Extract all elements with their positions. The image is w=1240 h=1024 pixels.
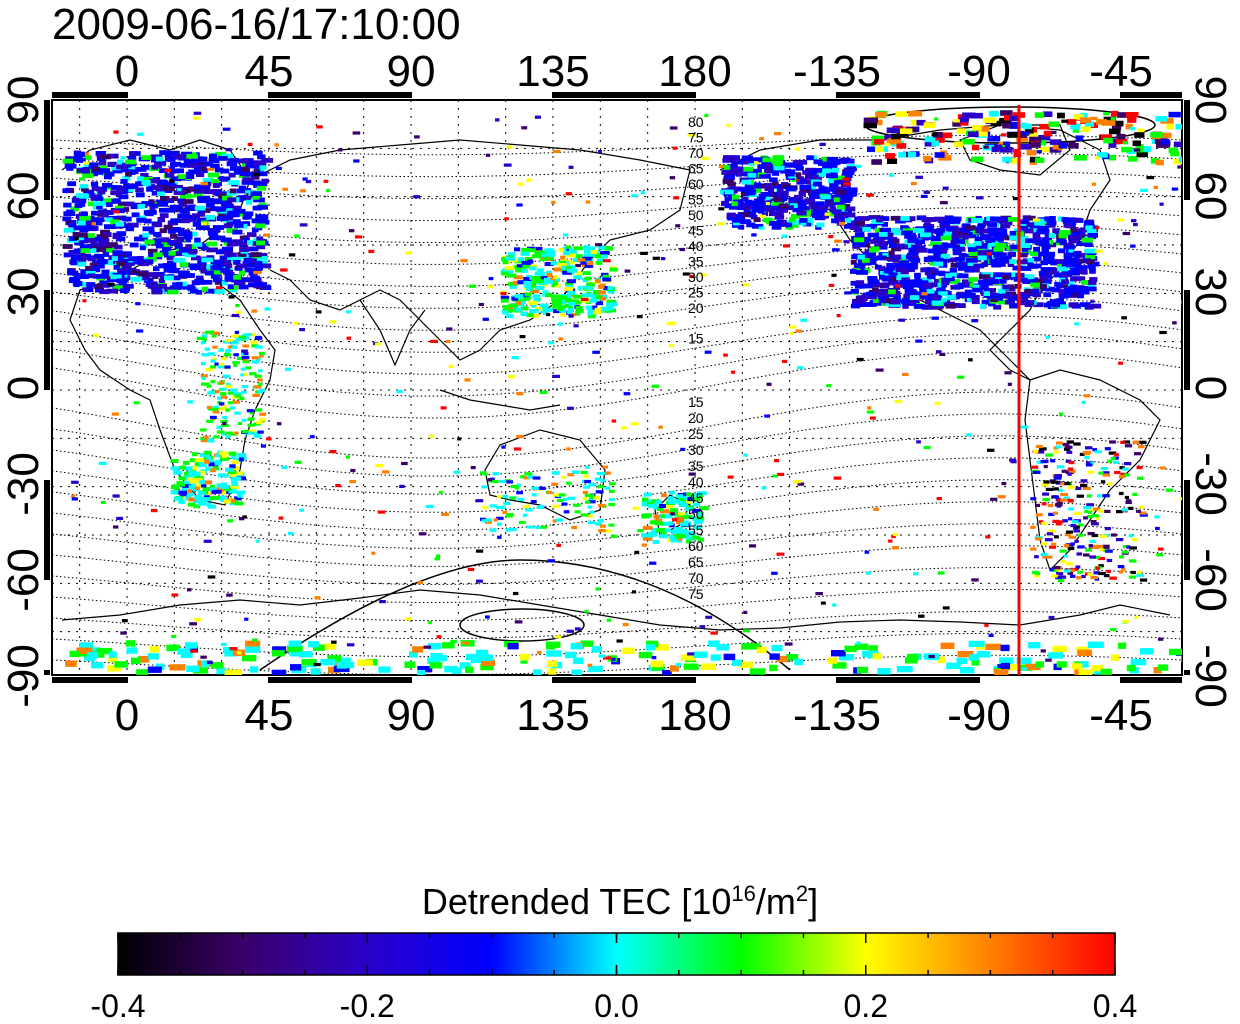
- y-tick-label: 90: [1186, 76, 1235, 125]
- contour-label: 15: [688, 331, 704, 347]
- x-tick-label: 135: [516, 691, 589, 740]
- y-tick-label: -30: [0, 452, 48, 516]
- contour-label: 20: [688, 300, 704, 316]
- contour-label: 30: [688, 269, 704, 285]
- contour-label: 55: [688, 522, 704, 538]
- contour-label: 60: [688, 176, 704, 192]
- y-tick-labels-right: 90 60 30 0 -30 -60 -90: [1186, 76, 1235, 708]
- y-tick-label: 30: [0, 268, 48, 317]
- y-tick-label: -60: [0, 548, 48, 612]
- contour-label: 35: [688, 458, 704, 474]
- x-tick-label: 45: [245, 47, 294, 96]
- colorbar-tick-label: 0.0: [594, 988, 639, 1024]
- y-tick-labels-left: 90 60 30 0 -30 -60 -90: [0, 76, 48, 708]
- x-tick-label: 90: [387, 47, 436, 96]
- x-tick-label: -45: [1089, 47, 1153, 96]
- contour-label: 50: [688, 506, 704, 522]
- contour-label: 20: [688, 410, 704, 426]
- y-tick-label: -90: [1186, 644, 1235, 708]
- x-tick-label: 180: [658, 47, 731, 96]
- contour-label: 55: [688, 192, 704, 208]
- contour-label: 80: [688, 114, 704, 130]
- contour-label: 60: [688, 538, 704, 554]
- x-tick-labels-bottom: 0 45 90 135 180 -135 -90 -45: [115, 691, 1153, 740]
- x-tick-labels-top: 0 45 90 135 180 -135 -90 -45: [115, 47, 1153, 96]
- contour-label: 65: [688, 161, 704, 177]
- y-tick-label: -60: [1186, 548, 1235, 612]
- y-tick-label: 30: [1186, 268, 1235, 317]
- x-tick-label: -90: [947, 691, 1011, 740]
- x-tick-label: 90: [387, 691, 436, 740]
- contour-label: 75: [688, 586, 704, 602]
- y-tick-label: 0: [1186, 376, 1235, 400]
- contour-label: 45: [688, 490, 704, 506]
- colorbar-tick-label: 0.2: [843, 988, 888, 1024]
- x-tick-label: 0: [115, 47, 139, 96]
- contour-label: 45: [688, 223, 704, 239]
- y-tick-label: 60: [1186, 172, 1235, 221]
- x-tick-label: 180: [658, 691, 731, 740]
- contour-label: 75: [688, 130, 704, 146]
- contour-label: 30: [688, 442, 704, 458]
- y-tick-label: 0: [0, 376, 48, 400]
- x-tick-label: -135: [793, 691, 881, 740]
- y-tick-label: 60: [0, 172, 48, 221]
- y-tick-label: -30: [1186, 452, 1235, 516]
- y-tick-label: 90: [0, 76, 48, 125]
- colorbar-tick-label: 0.4: [1092, 988, 1138, 1024]
- contour-label: 65: [688, 554, 704, 570]
- x-tick-label: -90: [947, 47, 1011, 96]
- colorbar-title: Detrended TEC [1016/m2]: [421, 881, 819, 922]
- map-title: 2009-06-16/17:10:00: [52, 0, 461, 49]
- contour-label: 25: [688, 426, 704, 442]
- x-tick-label: 45: [245, 691, 294, 740]
- colorbar-tick-label: -0.2: [339, 988, 395, 1024]
- colorbar-tick-label: -0.4: [90, 988, 146, 1024]
- x-tick-label: 0: [115, 691, 139, 740]
- contour-label: 35: [688, 254, 704, 270]
- colorbar-ticks: [117, 933, 1116, 975]
- contour-label: 40: [688, 238, 704, 254]
- x-tick-label: 135: [516, 47, 589, 96]
- tec-cells: [62, 110, 1182, 675]
- contour-label: 25: [688, 285, 704, 301]
- contour-label: 50: [688, 207, 704, 223]
- axis-bars: [44, 92, 1190, 683]
- y-tick-label: -90: [0, 644, 48, 708]
- x-tick-label: -135: [793, 47, 881, 96]
- contour-label: 40: [688, 474, 704, 490]
- x-tick-label: -45: [1089, 691, 1153, 740]
- contour-label: 70: [688, 145, 704, 161]
- contour-label: 15: [688, 394, 704, 410]
- contour-label: 70: [688, 570, 704, 586]
